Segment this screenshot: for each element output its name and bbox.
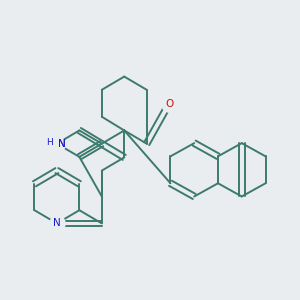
Text: N: N [58,139,65,149]
Text: N: N [58,139,66,149]
Text: N: N [53,218,61,228]
Text: O: O [165,98,173,109]
Text: H: H [46,138,53,147]
